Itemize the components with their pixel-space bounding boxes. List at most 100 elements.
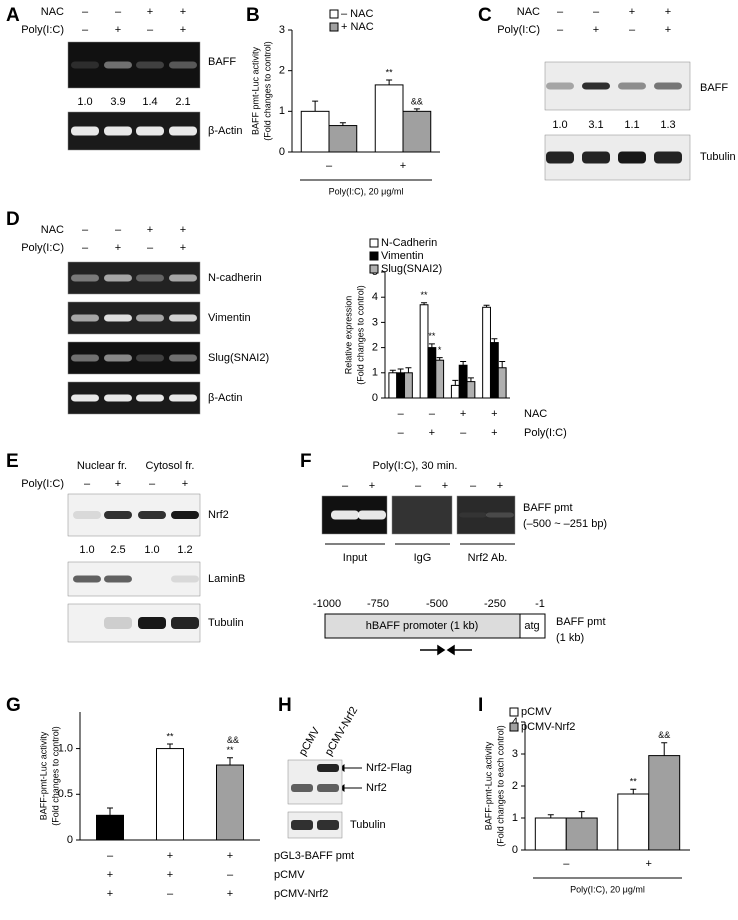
bar <box>497 367 507 399</box>
band <box>73 575 101 583</box>
panel-letter: C <box>478 5 492 26</box>
row-label: Poly(I:C) <box>21 478 64 490</box>
band <box>486 512 514 518</box>
x-tick-label: – <box>563 858 570 870</box>
panel-letter: H <box>278 695 292 716</box>
annotation: ** <box>386 67 394 77</box>
error-bar <box>428 343 435 348</box>
panel-letter: D <box>6 209 20 230</box>
sign: + <box>629 6 635 18</box>
sign: – <box>82 6 89 18</box>
blot <box>391 495 453 535</box>
y-axis-label: BAFF-pmt-Luc activity <box>38 731 48 820</box>
quantification: 1.4 <box>142 96 157 108</box>
condition-label: pGL3-BAFF pmt <box>274 850 354 862</box>
legend-label: + NAC <box>341 21 374 33</box>
scale-label: -1 <box>535 598 545 610</box>
band <box>104 126 132 136</box>
band <box>104 314 132 322</box>
panel-letter: G <box>6 695 21 716</box>
construct-label: (1 kb) <box>556 632 584 644</box>
band <box>136 61 164 69</box>
legend-swatch <box>369 251 379 261</box>
bar <box>450 384 460 399</box>
bar <box>427 347 437 399</box>
sign: – <box>84 478 91 490</box>
sign: + <box>107 869 113 881</box>
start-label: atg <box>524 620 539 632</box>
fraction-label: Cytosol fr. <box>146 460 195 472</box>
promoter-label: hBAFF promoter (1 kb) <box>366 620 478 632</box>
annotation: * <box>438 345 442 355</box>
band <box>104 354 132 362</box>
band <box>138 511 166 519</box>
error-bar <box>491 338 498 343</box>
legend-label: pCMV-Nrf2 <box>521 721 575 733</box>
sign: + <box>115 242 121 254</box>
band <box>171 617 199 629</box>
y-axis-label: (Fold changes to control) <box>262 41 272 141</box>
sign: – <box>147 242 154 254</box>
sign: – <box>398 408 405 420</box>
sign: + <box>167 869 173 881</box>
sign: – <box>82 24 89 36</box>
quantification: 2.5 <box>110 544 125 556</box>
annotation: ** <box>630 777 638 787</box>
promoter-arrows <box>420 644 472 656</box>
band-label: Nrf2 <box>366 782 387 794</box>
band <box>331 510 359 520</box>
y-tick-label: 4 <box>512 716 518 728</box>
quantification: 1.2 <box>177 544 192 556</box>
sign: + <box>497 480 503 492</box>
x-tick-label: + <box>646 858 652 870</box>
sign: + <box>491 427 497 439</box>
band <box>71 61 99 69</box>
band <box>104 274 132 282</box>
error-bar <box>452 379 459 386</box>
legend-label: – NAC <box>341 8 373 20</box>
error-bar <box>386 79 393 85</box>
y-tick-label: 0.5 <box>58 788 73 800</box>
quantification: 1.3 <box>660 119 675 131</box>
band <box>654 82 682 90</box>
sign: + <box>180 24 186 36</box>
legend-label: pCMV <box>521 706 552 718</box>
error-bar <box>661 742 668 756</box>
y-tick-label: 2 <box>279 65 285 77</box>
band <box>104 575 132 583</box>
band-label: β-Actin <box>208 125 242 137</box>
legend-swatch <box>509 722 519 732</box>
condition-label: NAC <box>524 408 547 420</box>
error-bar <box>397 368 404 373</box>
error-bar <box>630 788 637 794</box>
band <box>546 82 574 90</box>
error-bar <box>227 757 233 766</box>
annotation: ** <box>428 331 436 341</box>
blot <box>456 495 516 535</box>
error-bar <box>107 807 113 816</box>
error-bar <box>499 360 506 368</box>
sign: – <box>147 24 154 36</box>
bar <box>617 793 650 851</box>
band-label: Nrf2-Flag <box>366 762 412 774</box>
y-axis-label: (Fold changes to control) <box>355 285 365 385</box>
band-label: β-Actin <box>208 392 242 404</box>
sign: + <box>369 480 375 492</box>
bar <box>300 110 330 153</box>
panel-letter: B <box>246 5 260 26</box>
band <box>104 617 132 629</box>
sign: + <box>429 427 435 439</box>
sign: – <box>167 888 174 900</box>
band <box>71 394 99 402</box>
y-axis-label: BAFF-pmt-Luc activity <box>483 741 493 830</box>
bar <box>156 748 184 841</box>
y-tick-label: 0 <box>372 392 378 404</box>
band <box>71 354 99 362</box>
legend-swatch <box>329 22 339 32</box>
band <box>459 512 487 518</box>
fraction-label: Nuclear fr. <box>77 460 127 472</box>
band <box>618 151 646 164</box>
sign: + <box>227 888 233 900</box>
y-axis-label: Relative expression <box>343 296 353 375</box>
